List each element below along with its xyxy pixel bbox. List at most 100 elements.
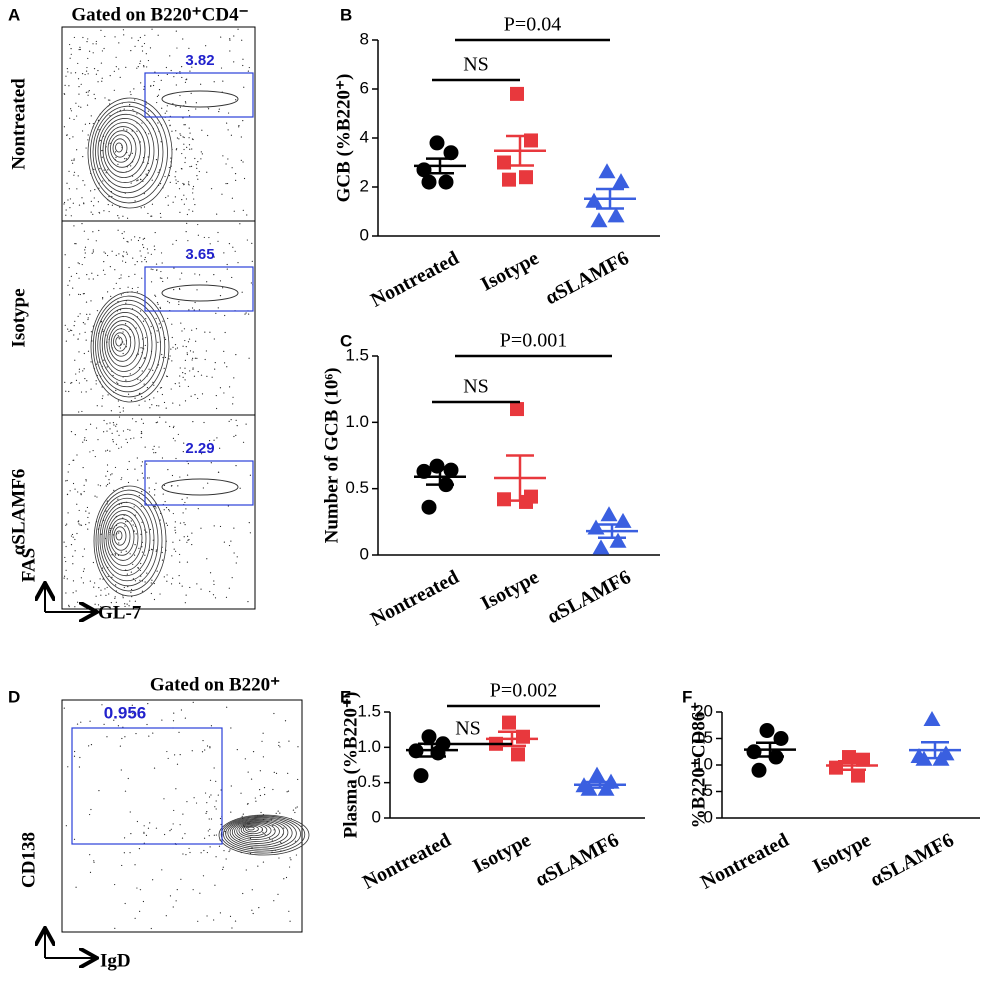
event-dot <box>100 139 102 142</box>
event-dot <box>277 810 279 812</box>
event-dot <box>129 553 131 555</box>
event-dot <box>76 723 79 725</box>
event-dot <box>174 344 177 346</box>
event-dot <box>151 404 153 406</box>
event-dot <box>231 167 233 169</box>
event-dot <box>219 912 221 914</box>
event-dot <box>126 129 128 131</box>
event-dot <box>278 744 280 747</box>
event-dot <box>161 353 163 356</box>
event-dot <box>119 347 121 349</box>
event-dot <box>179 133 181 135</box>
event-dot <box>202 487 204 489</box>
event-dot <box>288 910 290 912</box>
event-dot <box>242 892 244 895</box>
contour <box>238 822 272 839</box>
event-dot <box>78 368 81 370</box>
event-dot <box>101 405 103 407</box>
event-dot <box>230 811 232 813</box>
y-tick-label: 1.0 <box>357 737 381 756</box>
event-dot <box>98 790 100 792</box>
event-dot <box>288 740 290 742</box>
event-dot <box>106 366 108 368</box>
event-dot <box>144 581 146 583</box>
event-dot <box>113 424 115 426</box>
event-dot <box>174 382 176 385</box>
event-dot <box>80 524 83 526</box>
event-dot <box>179 106 181 108</box>
event-dot <box>84 323 86 325</box>
event-dot <box>75 590 77 592</box>
event-dot <box>183 148 185 151</box>
event-dot <box>196 289 198 291</box>
event-dot <box>70 48 72 50</box>
event-dot <box>69 138 71 140</box>
event-dot <box>77 338 79 340</box>
event-dot <box>128 605 130 607</box>
event-dot <box>105 450 107 452</box>
event-dot <box>172 437 175 439</box>
event-dot <box>137 179 139 181</box>
contour <box>245 825 259 833</box>
event-dot <box>209 572 212 574</box>
event-dot <box>65 480 67 482</box>
event-dot <box>73 158 75 160</box>
event-dot <box>178 382 180 384</box>
event-dot <box>169 425 171 428</box>
event-dot <box>196 167 198 169</box>
y-tick-label: 0.5 <box>345 478 369 497</box>
event-dot <box>83 439 85 441</box>
event-dot <box>127 481 130 484</box>
event-dot <box>128 460 130 463</box>
event-dot <box>159 277 161 279</box>
event-dot <box>176 889 178 891</box>
event-dot <box>175 348 177 350</box>
event-dot <box>93 93 95 95</box>
dot <box>607 207 625 223</box>
event-dot <box>94 495 96 497</box>
event-dot <box>143 357 145 359</box>
event-dot <box>130 400 133 402</box>
event-dot <box>76 188 78 190</box>
event-dot <box>204 792 207 794</box>
event-dot <box>103 47 105 50</box>
event-dot <box>194 357 196 359</box>
event-dot <box>249 532 251 534</box>
dot <box>612 173 630 189</box>
event-dot <box>89 580 91 582</box>
event-dot <box>257 865 259 867</box>
event-dot <box>78 293 80 296</box>
event-dot <box>81 197 83 199</box>
event-dot <box>228 850 230 853</box>
event-dot <box>143 825 145 827</box>
event-dot <box>177 433 179 436</box>
event-dot <box>69 490 71 492</box>
event-dot <box>90 200 92 202</box>
event-dot <box>124 158 126 160</box>
event-dot <box>227 112 230 114</box>
event-dot <box>125 66 127 68</box>
event-dot <box>184 81 187 83</box>
event-dot <box>145 173 147 175</box>
event-dot <box>154 489 156 491</box>
event-dot <box>64 254 66 256</box>
event-dot <box>244 313 246 315</box>
event-dot <box>285 876 288 879</box>
event-dot <box>114 553 116 555</box>
event-dot <box>121 737 123 740</box>
event-dot <box>84 123 86 125</box>
event-dot <box>65 75 67 77</box>
event-dot <box>181 585 183 587</box>
event-dot <box>175 179 177 181</box>
event-dot <box>183 203 185 205</box>
event-dot <box>198 309 201 311</box>
event-dot <box>74 606 76 608</box>
event-dot <box>249 837 252 839</box>
event-dot <box>263 787 266 789</box>
event-dot <box>182 372 184 374</box>
event-dot <box>141 490 143 493</box>
event-dot <box>191 359 193 361</box>
event-dot <box>179 404 181 406</box>
event-dot <box>118 338 120 340</box>
event-dot <box>63 575 66 577</box>
